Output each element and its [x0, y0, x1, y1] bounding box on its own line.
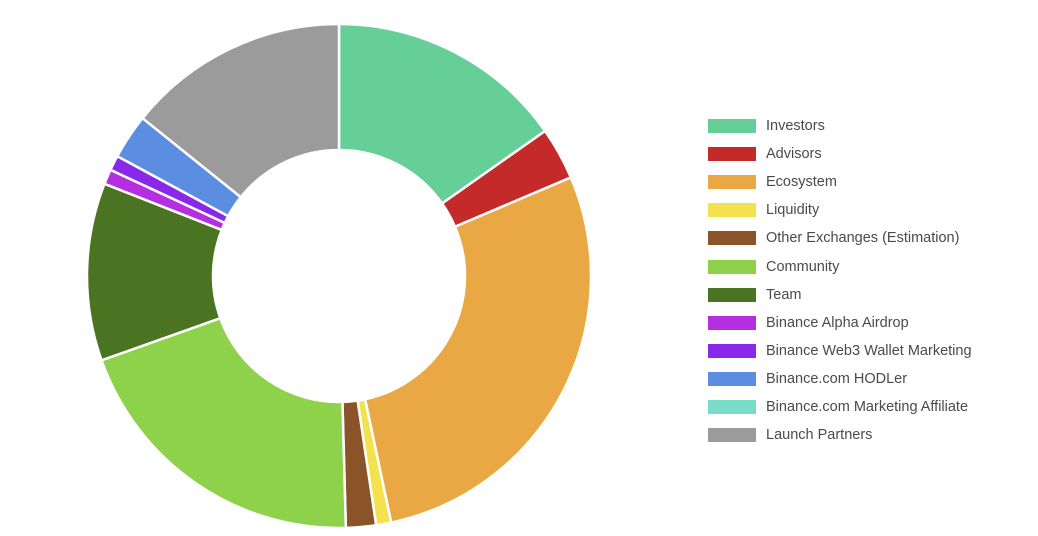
slice-ecosystem[interactable] [363, 176, 593, 524]
legend-label: Binance.com HODLer [766, 370, 908, 387]
legend-swatch [708, 315, 756, 330]
legend-item[interactable]: Team [708, 281, 1028, 309]
legend-swatch [708, 203, 756, 218]
legend-swatch [708, 399, 756, 414]
legend-label: Binance Web3 Wallet Marketing [766, 342, 972, 359]
legend-item[interactable]: Binance Alpha Airdrop [708, 309, 1028, 337]
legend-label: Binance.com Marketing Affiliate [766, 398, 969, 415]
legend-label: Investors [766, 118, 825, 135]
legend-swatch [708, 119, 756, 134]
legend-item[interactable]: Binance.com Marketing Affiliate [708, 393, 1028, 421]
legend-item[interactable]: Binance Web3 Wallet Marketing [708, 337, 1028, 365]
legend-swatch [708, 147, 756, 162]
slice-launch-partners[interactable] [141, 22, 341, 199]
legend-swatch [708, 343, 756, 358]
legend-item[interactable]: Investors [708, 112, 1028, 140]
legend-item[interactable]: Launch Partners [708, 421, 1028, 449]
legend-swatch [708, 259, 756, 274]
legend-item[interactable]: Other Exchanges (Estimation) [708, 224, 1028, 252]
legend-label: Liquidity [766, 202, 820, 219]
legend-label: Binance Alpha Airdrop [766, 314, 909, 331]
slice-investors[interactable] [337, 22, 547, 205]
legend-label: Community [766, 258, 840, 275]
legend-item[interactable]: Ecosystem [708, 168, 1028, 196]
legend-swatch [708, 175, 756, 190]
legend-label: Team [766, 286, 802, 303]
legend-item[interactable]: Advisors [708, 140, 1028, 168]
legend-swatch [708, 428, 756, 443]
legend-label: Advisors [766, 146, 822, 163]
legend-item[interactable]: Community [708, 252, 1028, 280]
legend-item[interactable]: Liquidity [708, 196, 1028, 224]
slice-community[interactable] [100, 316, 348, 530]
legend-swatch [708, 371, 756, 386]
legend-swatch [708, 231, 756, 246]
legend-item[interactable]: Binance.com HODLer [708, 365, 1028, 393]
legend-swatch [708, 287, 756, 302]
legend-label: Other Exchanges (Estimation) [766, 230, 960, 247]
legend-label: Ecosystem [766, 174, 837, 191]
legend-label: Launch Partners [766, 427, 873, 444]
chart-legend: Investors Advisors Ecosystem Liquidity Other… [708, 112, 1028, 449]
